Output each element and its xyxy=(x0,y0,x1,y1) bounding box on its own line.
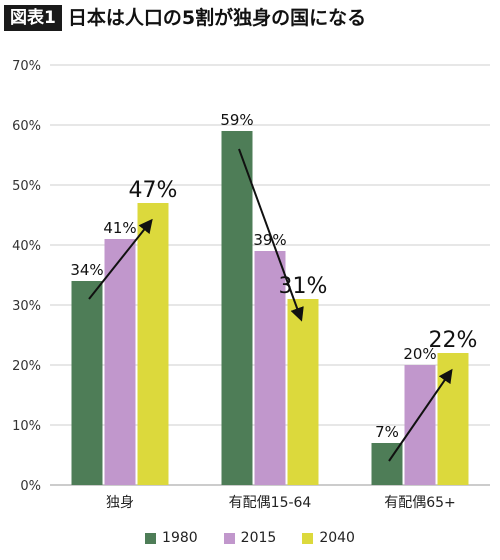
x-category-label: 有配偶65+ xyxy=(384,495,456,511)
y-tick-label: 30% xyxy=(12,299,41,314)
figure-title: 日本は人口の5割が独身の国になる xyxy=(67,7,367,29)
bar-2040-2 xyxy=(437,353,469,485)
y-tick-label: 20% xyxy=(12,359,41,374)
legend-item-1980: 1980 xyxy=(145,530,198,546)
y-tick-label: 40% xyxy=(12,239,41,254)
data-label: 41% xyxy=(103,219,136,237)
data-label: 39% xyxy=(253,231,286,249)
x-category-label: 独身 xyxy=(106,495,134,511)
trend-arrow xyxy=(388,368,453,462)
bar-2015-1 xyxy=(254,251,286,485)
chart-legend: 1980 2015 2040 xyxy=(0,530,500,546)
trend-arrow xyxy=(88,218,153,300)
bar-chart: 0%10%20%30%40%50%60%70% 34%41%47%59%39%3… xyxy=(12,59,490,511)
legend-swatch xyxy=(302,532,314,544)
legend-label: 2015 xyxy=(240,530,277,546)
figure-badge: 図表1 xyxy=(4,5,62,31)
y-tick-label: 70% xyxy=(12,59,41,74)
figure-title-bar: 図表1 日本は人口の5割が独身の国になる xyxy=(4,4,366,32)
bar-2040-1 xyxy=(287,299,319,485)
y-tick-label: 60% xyxy=(12,119,41,134)
trend-arrow xyxy=(238,148,304,322)
legend-swatch xyxy=(223,532,235,544)
data-label: 47% xyxy=(129,178,178,203)
y-tick-label: 0% xyxy=(20,479,41,494)
data-label: 22% xyxy=(429,328,478,353)
legend-swatch xyxy=(145,532,157,544)
bar-1980-0 xyxy=(71,281,103,485)
bar-2040-0 xyxy=(137,203,169,485)
legend-item-2040: 2040 xyxy=(302,530,355,546)
bar-1980-1 xyxy=(221,131,253,485)
legend-label: 1980 xyxy=(162,530,198,546)
y-tick-label: 10% xyxy=(12,419,41,434)
data-label: 20% xyxy=(403,345,436,363)
legend-label: 2040 xyxy=(319,530,355,546)
data-label: 59% xyxy=(220,111,253,129)
bar-2015-2 xyxy=(404,365,436,485)
y-tick-label: 50% xyxy=(12,179,41,194)
x-category-label: 有配偶15-64 xyxy=(229,495,312,511)
data-label: 34% xyxy=(70,261,103,279)
data-label: 7% xyxy=(375,423,399,441)
legend-item-2015: 2015 xyxy=(223,530,277,546)
bar-2015-0 xyxy=(104,239,136,485)
